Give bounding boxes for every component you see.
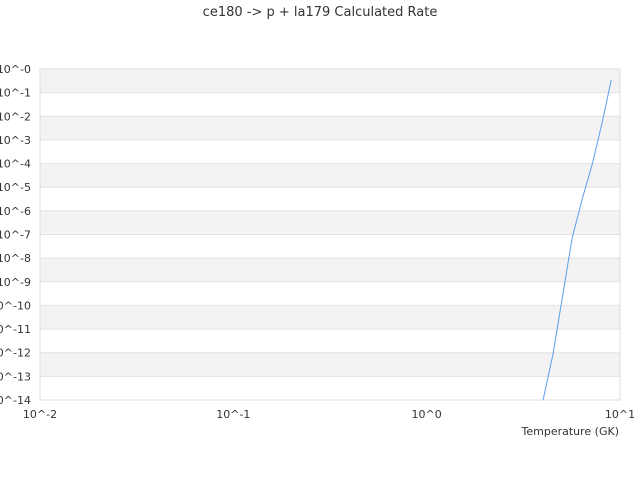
grid-band xyxy=(40,305,620,330)
grid-band xyxy=(40,69,620,93)
grid-band xyxy=(40,352,620,377)
grid-band xyxy=(40,163,620,188)
y-tick-label: 10^-5 xyxy=(0,181,31,194)
x-tick-label: 10^0 xyxy=(412,408,442,421)
grid-band xyxy=(40,92,620,117)
chart-title: ce180 -> p + la179 Calculated Rate xyxy=(203,5,438,20)
y-tick-label: 10^-1 xyxy=(0,87,31,100)
plot-frame xyxy=(39,68,621,401)
y-tick-label: 10^-2 xyxy=(0,110,31,123)
y-tick-label: 10^-12 xyxy=(0,347,31,360)
grid-band xyxy=(40,210,620,235)
y-tick-label: 10^-14 xyxy=(0,394,31,407)
grid-band xyxy=(40,234,620,259)
series-line xyxy=(542,79,612,401)
y-tick-label: 10^-7 xyxy=(0,229,31,242)
x-tick-label: 10^-1 xyxy=(216,408,250,421)
grid-band xyxy=(40,116,620,140)
x-axis-label: Temperature (GK) xyxy=(521,425,620,438)
grid-band xyxy=(40,281,620,306)
y-tick-label: 10^-11 xyxy=(0,323,31,336)
grid-band xyxy=(40,329,620,353)
grid-band xyxy=(40,187,620,211)
grid-band xyxy=(40,139,620,164)
grid-band xyxy=(40,258,620,282)
y-tick-label: 10^-13 xyxy=(0,370,31,383)
x-tick-label: 10^-2 xyxy=(23,408,57,421)
y-tick-label: 10^-9 xyxy=(0,276,31,289)
y-tick-label: 10^-10 xyxy=(0,299,31,312)
x-tick-label: 10^1 xyxy=(605,408,635,421)
y-tick-label: 10^-6 xyxy=(0,205,31,218)
y-tick-label: 10^-8 xyxy=(0,252,31,265)
y-tick-label: 10^-0 xyxy=(0,63,31,76)
y-tick-label: 10^-3 xyxy=(0,134,31,147)
grid-band xyxy=(40,376,620,400)
y-tick-label: 10^-4 xyxy=(0,158,31,171)
